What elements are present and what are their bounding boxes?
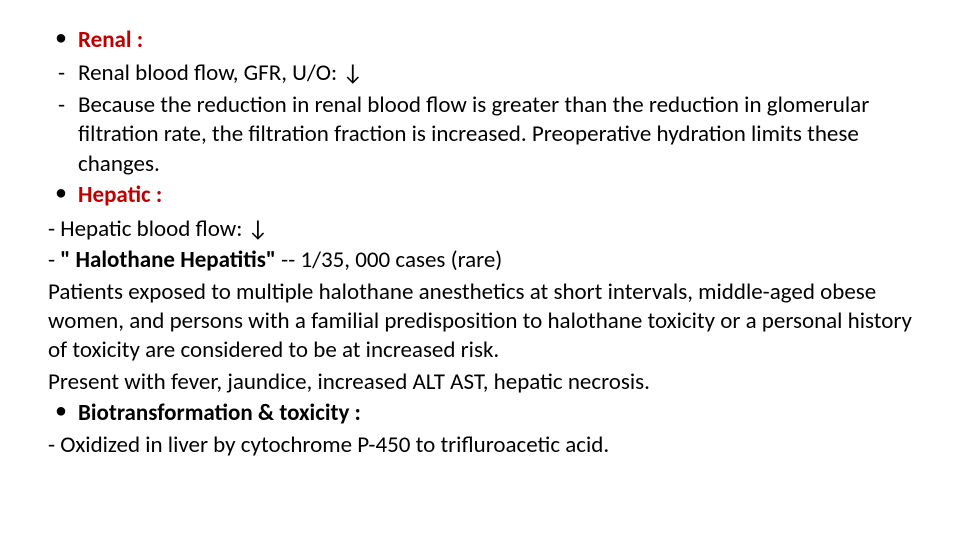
hepatic-line-2-bold: " Halothane Hepatitis" <box>60 246 276 274</box>
hepatic-heading-list: Hepatic : <box>48 181 912 210</box>
hepatic-line-2-rest: -- 1/35, 000 cases (rare) <box>276 246 502 274</box>
hepatic-line-3: Patients exposed to multiple halothane a… <box>48 278 912 366</box>
biotrans-line-1: - Oxidized in liver by cytochrome P-450 … <box>48 431 912 460</box>
biotrans-heading-text: Biotransformation & toxicity : <box>78 399 361 427</box>
hepatic-line-4: Present with fever, jaundice, increased … <box>48 368 912 397</box>
renal-heading: Renal : <box>78 26 912 55</box>
hepatic-line-2: - " Halothane Hepatitis" -- 1/35, 000 ca… <box>48 246 912 275</box>
renal-item-1: Renal blood flow, GFR, U/O: ↓ <box>78 59 912 88</box>
renal-heading-text: Renal : <box>78 26 143 54</box>
slide-content: Renal : Renal blood flow, GFR, U/O: ↓ Be… <box>0 0 960 540</box>
hepatic-heading: Hepatic : <box>78 181 912 210</box>
renal-items: Renal blood flow, GFR, U/O: ↓ Because th… <box>48 59 912 179</box>
hepatic-line-1: - Hepatic blood flow: ↓ <box>48 215 912 244</box>
hepatic-line-2-prefix: - <box>48 246 60 274</box>
biotrans-heading: Biotransformation & toxicity : <box>48 399 912 428</box>
hepatic-heading-text: Hepatic : <box>78 181 162 209</box>
renal-heading-list: Renal : <box>48 26 912 55</box>
renal-item-2: Because the reduction in renal blood flo… <box>78 91 912 179</box>
